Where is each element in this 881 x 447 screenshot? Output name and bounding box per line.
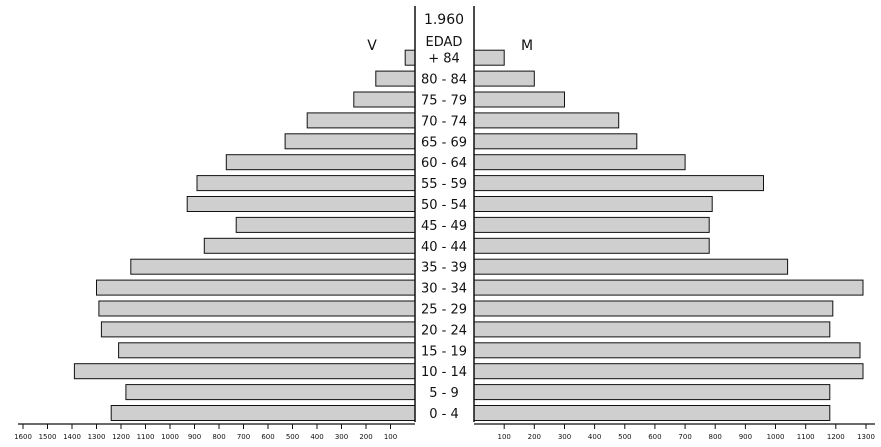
left-series-label: V [367,38,377,54]
left-tick-label-5: 1100 [137,433,155,441]
bar-female-7 [473,258,789,275]
bar-female-13 [473,133,638,150]
right-tick-label-8: 900 [739,433,752,441]
bar-male-16 [375,70,416,87]
bar-male-7 [130,258,416,275]
age-label-4: 20 - 24 [421,323,467,338]
bar-female-2 [473,363,864,380]
male-bars-group [73,49,416,421]
age-label-11: 55 - 59 [421,177,467,192]
age-label-0: 0 - 4 [429,407,459,422]
left-tick-label-15: 100 [384,433,397,441]
bar-female-14 [473,112,620,129]
bar-male-13 [284,133,416,150]
left-x-axis: 1600 1500 1400 1300 1200 1100 1000 900 800 700 600… [14,423,415,441]
right-tick-label-12: 1300 [857,433,875,441]
left-tick-label-10: 600 [261,433,274,441]
age-label-17: + 84 [428,52,460,67]
bar-male-17 [404,49,416,66]
left-tick-label-2: 1400 [63,433,81,441]
bar-male-12 [225,154,416,171]
bar-male-6 [96,279,416,296]
center-axis-label: EDAD [426,35,463,50]
right-tick-label-2: 300 [558,433,571,441]
left-tick-label-1: 1500 [39,433,57,441]
left-tick-label-7: 900 [188,433,201,441]
bar-male-2 [73,363,416,380]
bar-female-1 [473,384,831,401]
right-tick-label-10: 1100 [797,433,815,441]
bar-female-3 [473,342,861,359]
age-label-2: 10 - 14 [421,365,467,380]
bar-female-4 [473,321,831,338]
bar-male-0 [110,405,416,421]
bar-female-5 [473,300,834,317]
bar-female-16 [473,70,535,87]
bar-female-11 [473,175,764,192]
bar-male-3 [118,342,416,359]
right-tick-label-7: 800 [709,433,722,441]
bar-male-4 [100,321,416,338]
age-label-15: 75 - 79 [421,94,467,109]
right-tick-label-9: 1000 [767,433,785,441]
bar-male-11 [196,175,416,192]
female-bars-group [473,49,864,421]
left-tick-label-6: 1000 [161,433,179,441]
bar-female-15 [473,91,565,108]
age-label-6: 30 - 34 [421,282,467,297]
right-series-label: M [521,38,533,54]
bar-male-9 [235,216,416,233]
age-label-14: 70 - 74 [421,114,467,129]
left-tick-label-14: 200 [359,433,372,441]
right-tick-label-6: 700 [678,433,691,441]
left-tick-label-4: 1200 [112,433,130,441]
chart-title: 1.960 [424,12,464,28]
left-tick-label-8: 800 [212,433,225,441]
age-label-9: 45 - 49 [421,219,467,234]
age-label-8: 40 - 44 [421,240,467,255]
age-label-16: 80 - 84 [421,73,467,88]
right-tick-label-4: 500 [618,433,631,441]
age-label-13: 65 - 69 [421,135,467,150]
right-tick-label-0: 100 [498,433,511,441]
bar-male-8 [203,237,416,254]
bar-male-10 [186,196,416,212]
age-label-5: 25 - 29 [421,303,467,318]
right-tick-label-5: 600 [648,433,661,441]
bar-female-10 [473,196,713,212]
right-tick-label-3: 400 [588,433,601,441]
bar-male-14 [306,112,416,129]
bar-male-1 [125,384,416,401]
right-tick-label-1: 200 [528,433,541,441]
age-label-12: 60 - 64 [421,156,467,171]
left-tick-label-9: 700 [237,433,250,441]
age-label-10: 50 - 54 [421,198,467,213]
left-tick-label-13: 300 [335,433,348,441]
bar-female-12 [473,154,686,171]
right-tick-label-11: 1200 [827,433,845,441]
age-label-3: 15 - 19 [421,344,467,359]
bar-male-15 [353,91,416,108]
bar-female-17 [473,49,505,66]
left-tick-label-3: 1300 [88,433,106,441]
left-tick-label-0: 1600 [14,433,32,441]
left-tick-label-11: 500 [286,433,299,441]
bar-female-8 [473,237,710,254]
age-label-1: 5 - 9 [429,386,459,401]
bar-female-6 [473,279,864,296]
bar-female-9 [473,216,710,233]
left-tick-label-12: 400 [310,433,323,441]
bar-male-5 [98,300,416,317]
age-label-7: 35 - 39 [421,261,467,276]
right-x-axis: 100 200 300 400 500 600 700 800 900 1000 1100 1200 1… [474,423,875,441]
bar-female-0 [473,405,831,421]
age-group-labels: 0 - 4 5 - 9 10 - 14 15 - 19 20 - 24 25 - 29 30… [421,52,467,422]
